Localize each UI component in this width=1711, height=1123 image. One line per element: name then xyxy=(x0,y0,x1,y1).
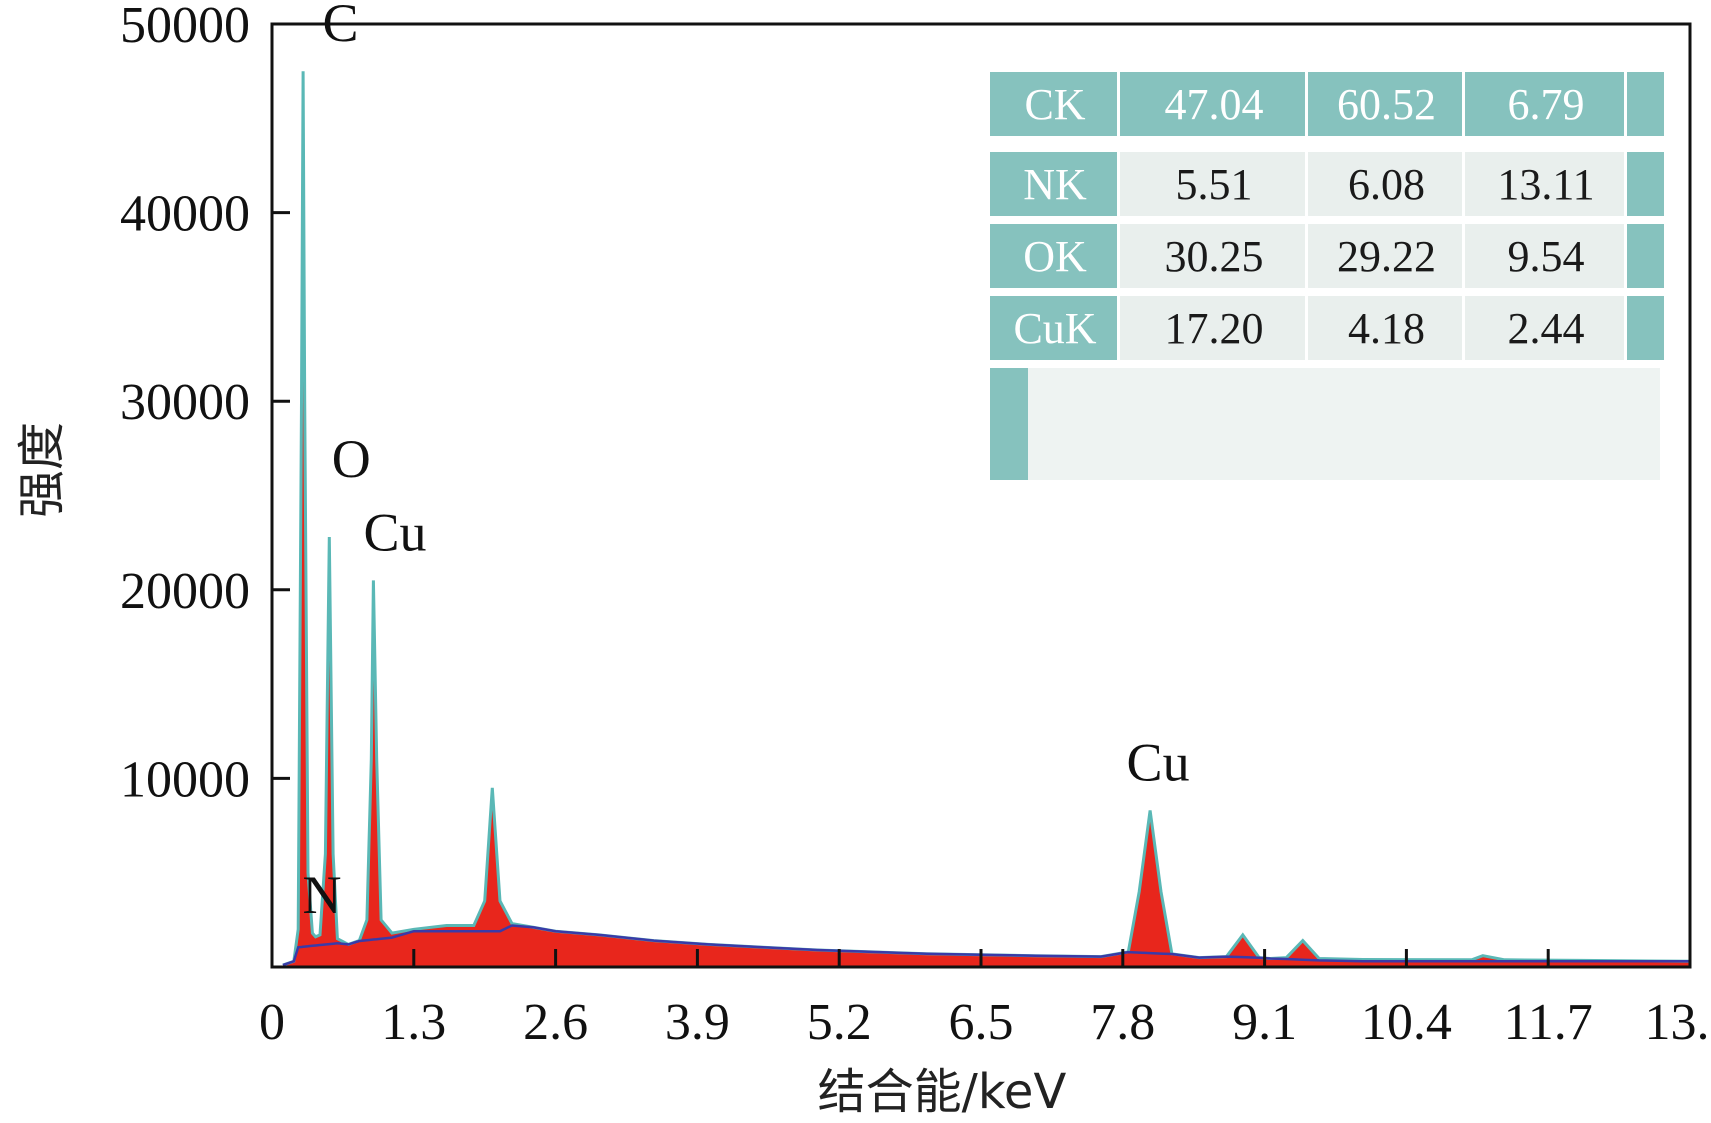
y-tick-label: 10000 xyxy=(120,751,250,808)
table-cell-text: 47.04 xyxy=(1165,80,1264,129)
x-tick-label: 6.5 xyxy=(949,994,1014,1051)
table-cell xyxy=(990,224,1117,288)
x-tick-label: 1.3 xyxy=(381,994,446,1051)
table-cell xyxy=(1308,224,1462,288)
table-cell-text: 29.22 xyxy=(1337,232,1436,281)
table-cell-text: 9.54 xyxy=(1508,232,1585,281)
x-tick-label: 0 xyxy=(259,994,285,1051)
table-cell-text: 4.18 xyxy=(1348,304,1425,353)
x-tick-label: 9.1 xyxy=(1232,994,1297,1051)
x-tick-label: 13.0 xyxy=(1645,994,1711,1051)
peak-label: N xyxy=(303,865,342,925)
axes: 0 1.3 2.6 3.9 5.2 6.5 7.8 9.1 10.4 11.7 13.0 10000 2… xyxy=(120,0,1711,1051)
table-cell xyxy=(1465,296,1624,360)
table-cell xyxy=(990,296,1117,360)
x-axis-title: 结合能/keV xyxy=(818,1064,1067,1120)
background-line xyxy=(282,924,1690,967)
y-tick-label: 50000 xyxy=(120,0,250,54)
table-cell xyxy=(1120,152,1305,216)
table-cell-text: CK xyxy=(1024,80,1085,129)
table-cell-text: CuK xyxy=(1013,304,1096,353)
table-cell xyxy=(990,72,1117,136)
peak-label: Cu xyxy=(1127,732,1190,792)
table-cell xyxy=(1465,224,1624,288)
y-tick-label: 30000 xyxy=(120,374,250,431)
table-cell-text: 6.79 xyxy=(1508,80,1585,129)
table-cell xyxy=(1308,72,1462,136)
table-cell xyxy=(1308,296,1462,360)
spectrum-series xyxy=(282,71,1691,967)
table-cell xyxy=(1120,224,1305,288)
table-cell-text: NK xyxy=(1023,160,1087,209)
table-cell xyxy=(1120,72,1305,136)
table-empty-stub xyxy=(990,368,1028,480)
y-tick-label: 40000 xyxy=(120,186,250,243)
table-cell xyxy=(1465,152,1624,216)
table-cell-text: 13.11 xyxy=(1497,160,1594,209)
peak-labels: C N O Cu Cu xyxy=(303,0,1190,925)
composition-table: CK 47.04 60.52 6.79 NK 5.51 6.08 13.11 OK 30.25 29… xyxy=(990,72,1664,480)
x-tick-label: 2.6 xyxy=(523,994,588,1051)
peak-label: C xyxy=(323,0,359,53)
table-cell-text: 30.25 xyxy=(1165,232,1264,281)
x-tick-label: 7.8 xyxy=(1090,994,1155,1051)
table-cell xyxy=(1120,296,1305,360)
table-cell-text: OK xyxy=(1023,232,1087,281)
y-axis-title: 强度 xyxy=(14,422,70,518)
table-cell xyxy=(990,152,1117,216)
table-cell xyxy=(1627,152,1664,216)
table-empty-area xyxy=(990,368,1660,480)
table-cell xyxy=(1627,296,1664,360)
table-cell-text: 17.20 xyxy=(1165,304,1264,353)
table-cell-text: 6.08 xyxy=(1348,160,1425,209)
x-tick-label: 11.7 xyxy=(1504,994,1593,1051)
table-cell xyxy=(1627,224,1664,288)
y-tick-label: 20000 xyxy=(120,563,250,620)
table-cell-text: 60.52 xyxy=(1337,80,1436,129)
peak-label: O xyxy=(332,429,371,489)
x-tick-label: 3.9 xyxy=(665,994,730,1051)
table-cell-text: 5.51 xyxy=(1176,160,1253,209)
x-tick-label: 10.4 xyxy=(1361,994,1452,1051)
table-cell xyxy=(1627,72,1664,136)
x-tick-label: 5.2 xyxy=(807,994,872,1051)
table-cell-text: 2.44 xyxy=(1508,304,1585,353)
peak-label: Cu xyxy=(363,502,426,562)
table-cell xyxy=(1308,152,1462,216)
table-cell xyxy=(1465,72,1624,136)
